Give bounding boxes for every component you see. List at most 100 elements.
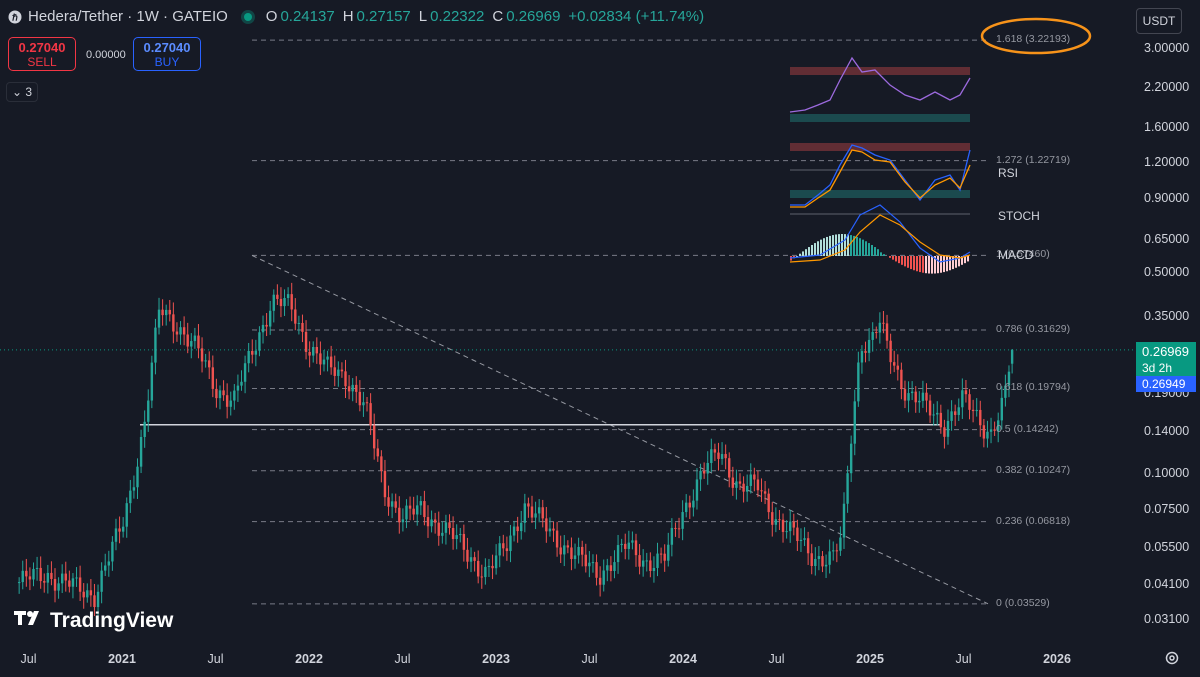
chart-settings-button[interactable] xyxy=(1164,650,1180,671)
y-tick-label: 0.14000 xyxy=(1144,423,1190,438)
candle-body xyxy=(559,547,562,555)
macd-histogram-bar xyxy=(796,256,798,257)
sell-price: 0.27040 xyxy=(18,40,66,55)
candle-body xyxy=(459,533,462,536)
tradingview-logo-icon xyxy=(12,609,44,633)
candle-body xyxy=(667,544,670,561)
candle-body xyxy=(975,409,978,412)
rsi-label: RSI xyxy=(998,166,1019,180)
candle-body xyxy=(412,508,415,515)
candle-body xyxy=(333,367,336,376)
candle-body xyxy=(806,538,810,554)
candle-body xyxy=(96,591,100,608)
candle-body xyxy=(39,567,42,582)
macd-histogram-bar xyxy=(868,243,870,256)
x-tick-label: 2023 xyxy=(482,652,510,666)
candle-body xyxy=(297,322,301,324)
candle-body xyxy=(685,502,688,513)
candle-body xyxy=(588,562,591,567)
candle-body xyxy=(351,384,354,392)
candle-body xyxy=(100,570,103,592)
candle-body xyxy=(487,565,491,567)
candle-body xyxy=(372,425,376,449)
macd-histogram-bar xyxy=(955,256,957,268)
candle-body xyxy=(695,479,699,501)
y-tick-label: 0.90000 xyxy=(1144,191,1190,206)
candle-body xyxy=(394,501,397,508)
buy-price: 0.27040 xyxy=(143,40,191,55)
macd-histogram-bar xyxy=(967,256,969,262)
candle-body xyxy=(555,530,559,548)
fib-level-label: 0.618 (0.19794) xyxy=(996,381,1071,394)
buy-label: BUY xyxy=(154,55,180,69)
candle-body xyxy=(315,346,319,354)
macd-histogram-bar xyxy=(931,256,933,274)
candle-body xyxy=(523,503,527,523)
candle-body xyxy=(670,527,674,545)
candle-body xyxy=(512,526,516,536)
candle-body xyxy=(71,578,75,587)
macd-histogram-bar xyxy=(895,256,897,262)
low-value: 0.22322 xyxy=(430,8,485,25)
candle-body xyxy=(290,294,293,310)
y-tick-label: 0.04100 xyxy=(1144,577,1190,592)
sell-button[interactable]: 0.27040 SELL xyxy=(8,37,76,71)
candle-body xyxy=(261,324,265,333)
candle-body xyxy=(147,400,150,422)
macd-histogram-bar xyxy=(946,256,948,272)
candle-body xyxy=(918,400,921,403)
high-value: 0.27157 xyxy=(356,8,411,25)
candle-body xyxy=(243,363,247,382)
annotation-circle xyxy=(980,17,1092,55)
candle-body xyxy=(573,555,577,560)
indicators-collapse-button[interactable]: ⌄ 3 xyxy=(6,82,38,102)
candle-body xyxy=(498,543,501,556)
candle-body xyxy=(401,519,405,523)
macd-histogram-bar xyxy=(826,236,828,256)
candle-body xyxy=(208,360,211,368)
symbol-title[interactable]: Hedera/Tether · 1W · GATEIO xyxy=(28,8,228,25)
candle-body xyxy=(656,553,659,568)
x-tick-label: 2022 xyxy=(295,652,323,666)
macd-histogram-bar xyxy=(811,245,813,256)
candle-body xyxy=(771,512,774,525)
candle-body xyxy=(509,535,512,552)
candle-body xyxy=(742,483,745,492)
candle-body xyxy=(104,565,107,571)
candle-body xyxy=(796,527,799,542)
candle-body xyxy=(649,560,652,571)
tradingview-logo: TradingView xyxy=(12,609,173,633)
candle-body xyxy=(211,367,215,389)
candle-body xyxy=(842,503,846,538)
macd-histogram-bar xyxy=(862,239,864,256)
candle-body xyxy=(68,580,71,587)
candle-body xyxy=(182,327,186,335)
candle-body xyxy=(681,512,684,529)
candle-body xyxy=(136,466,139,488)
macd-histogram-bar xyxy=(889,256,891,258)
candle-body xyxy=(376,448,379,457)
svg-text:ℏ: ℏ xyxy=(12,12,18,22)
candle-body xyxy=(577,546,580,556)
candle-body xyxy=(706,462,709,474)
macd-signal-line xyxy=(789,214,971,263)
candle-body xyxy=(121,526,125,532)
candle-body xyxy=(738,481,742,484)
fib-level-label: 0.236 (0.06818) xyxy=(996,514,1071,527)
candle-body xyxy=(75,577,78,579)
candle-body xyxy=(763,491,767,494)
candle-body xyxy=(107,561,111,566)
currency-selector[interactable]: USDT xyxy=(1136,8,1182,34)
candle-body xyxy=(1004,385,1007,398)
candle-body xyxy=(774,519,778,525)
candle-body xyxy=(674,527,677,529)
candle-body xyxy=(760,490,763,492)
candle-body xyxy=(606,565,609,571)
macd-histogram-bar xyxy=(913,256,915,271)
candle-body xyxy=(516,526,519,532)
candle-body xyxy=(484,566,487,578)
candle-body xyxy=(286,294,290,299)
buy-button[interactable]: 0.27040 BUY xyxy=(133,37,201,71)
candle-body xyxy=(326,356,329,360)
